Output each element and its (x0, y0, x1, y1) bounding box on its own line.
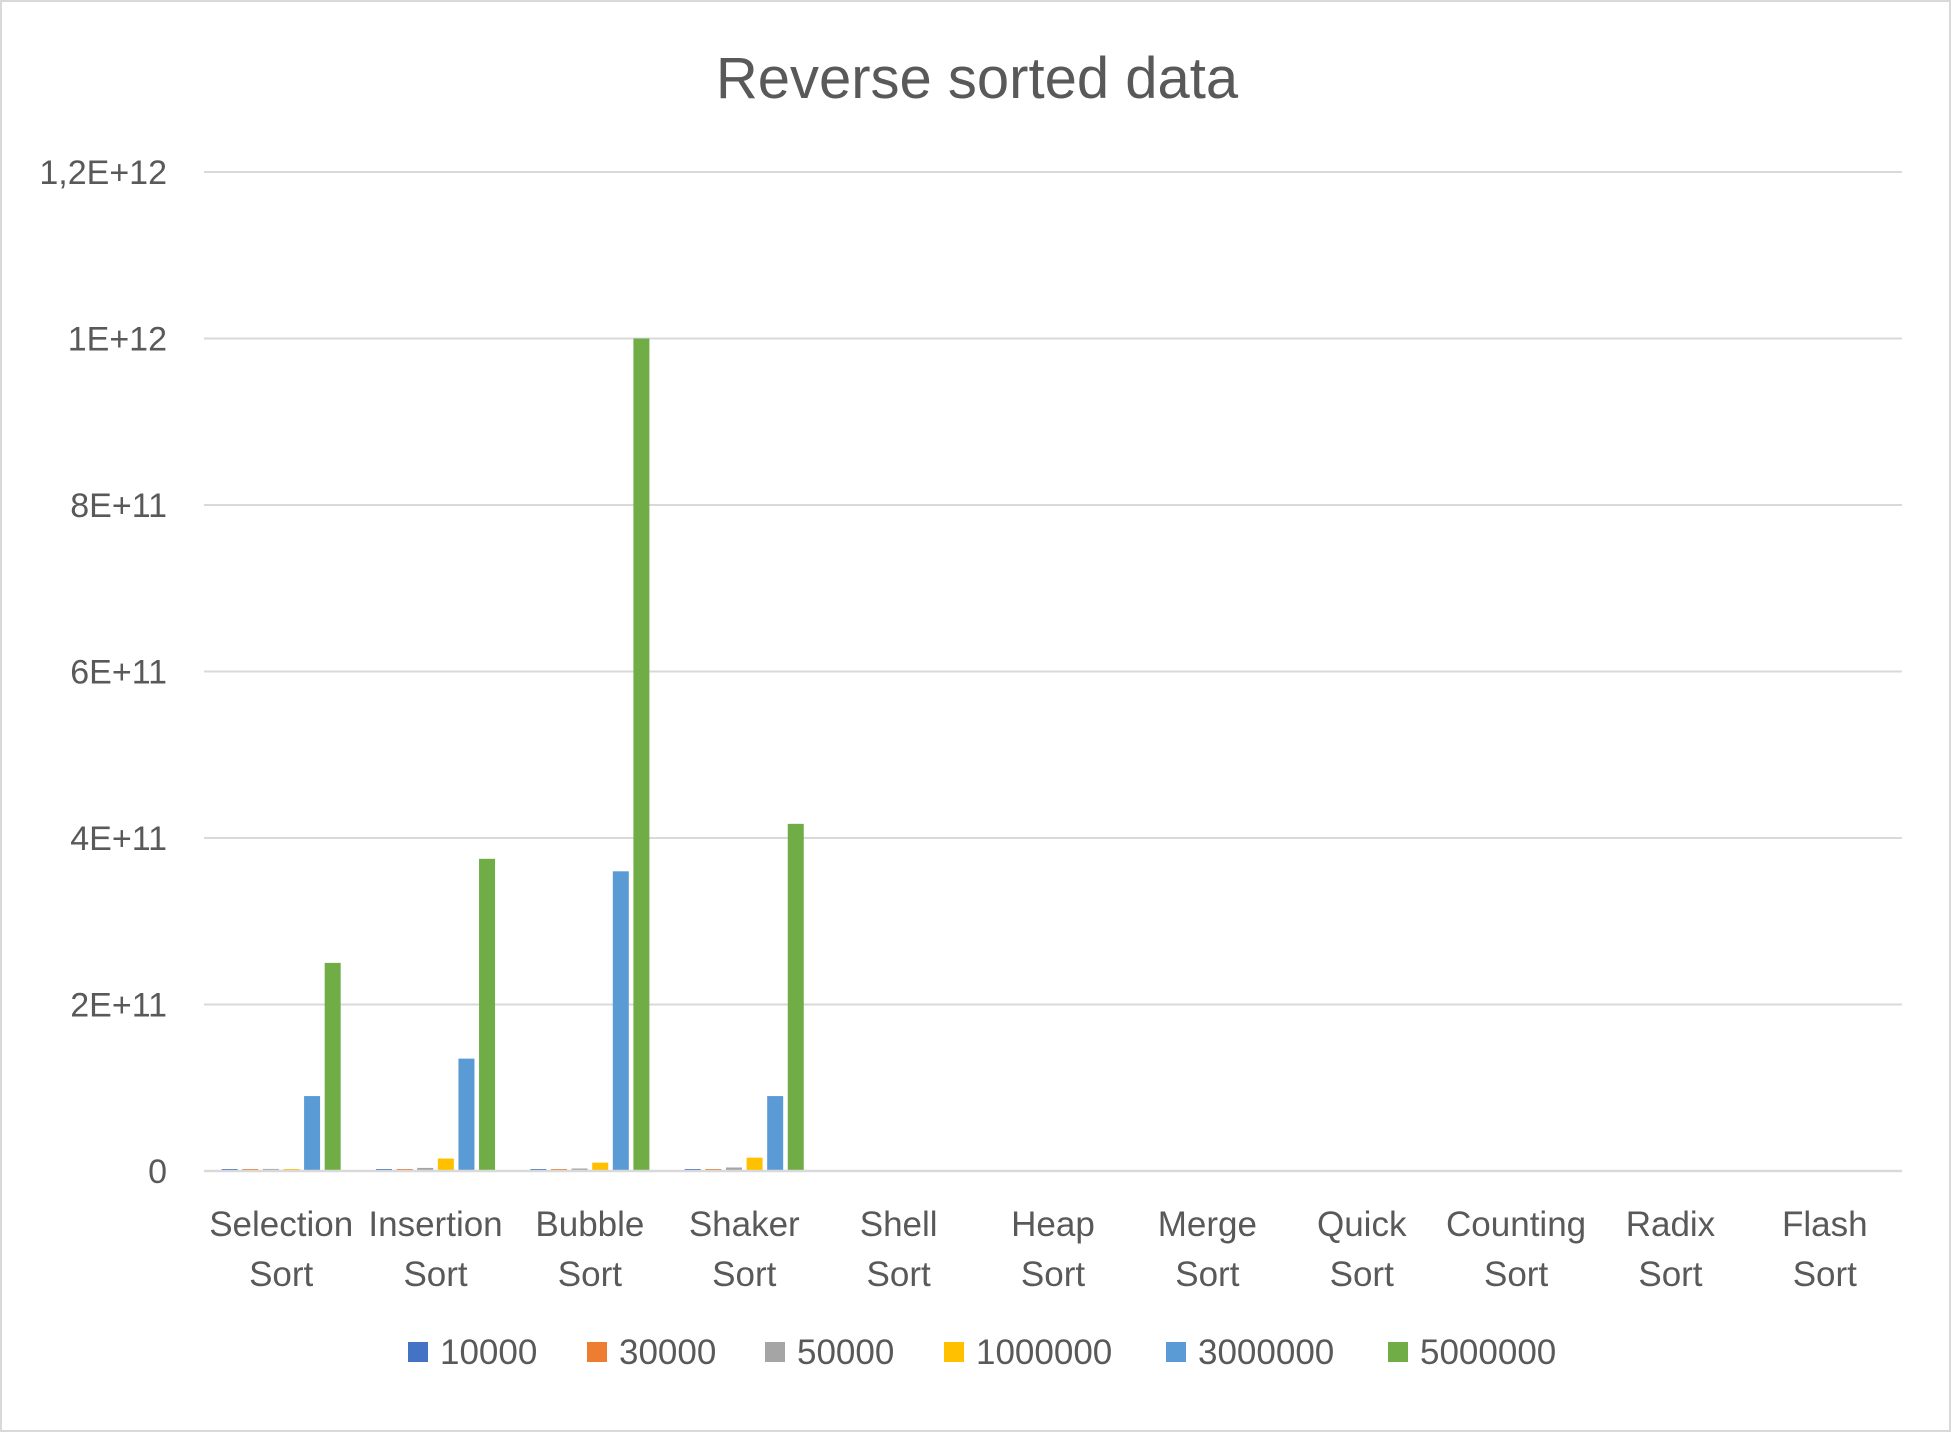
legend-label: 10000 (440, 1333, 537, 1372)
legend-label: 1000000 (976, 1333, 1112, 1372)
bar (767, 1096, 784, 1171)
chart-title: Reverse sorted data (716, 46, 1239, 111)
x-tick-label: Quick Sort (1317, 1205, 1407, 1294)
bar (479, 858, 496, 1171)
legend-swatch (1388, 1342, 1408, 1362)
axes: 0 2E+11 4E+11 6E+11 8E+11 1E+12 1,2E+12 Selecti… (39, 154, 1902, 1294)
y-tick-label: 1E+12 (68, 321, 167, 359)
legend-label: 30000 (619, 1333, 716, 1372)
bar (725, 1167, 742, 1171)
legend-swatch (765, 1342, 785, 1362)
legend-swatch (1166, 1342, 1186, 1362)
bar (417, 1167, 434, 1171)
y-tick-label: 4E+11 (70, 820, 167, 858)
legend-swatch (408, 1342, 428, 1362)
y-tick-label: 8E+11 (70, 487, 167, 525)
legend-label: 5000000 (1420, 1333, 1556, 1372)
bar (633, 338, 650, 1171)
x-tick-label: Bubble Sort (535, 1205, 644, 1294)
x-tick-label: Radix Sort (1626, 1205, 1716, 1294)
x-tick-label: Merge Sort (1158, 1205, 1257, 1294)
y-tick-label: 2E+11 (70, 987, 167, 1025)
x-tick-label: Heap Sort (1011, 1205, 1095, 1294)
x-tick-label: Shaker Sort (689, 1205, 800, 1294)
bar (437, 1158, 454, 1171)
bar (458, 1058, 475, 1171)
x-tick-label: Shell Sort (860, 1205, 938, 1294)
gridlines (204, 171, 1902, 1006)
bar (612, 871, 629, 1171)
legend: 10000 30000 50000 1000000 3000000 5000000 (408, 1333, 1556, 1372)
y-tick-label: 1,2E+12 (39, 154, 167, 192)
legend-label: 3000000 (1198, 1333, 1334, 1372)
x-tick-label: Counting Sort (1446, 1205, 1586, 1294)
y-tick-label: 6E+11 (70, 654, 167, 692)
legend-swatch (587, 1342, 607, 1362)
x-tick-label: Insertion Sort (368, 1205, 502, 1294)
bar (592, 1162, 609, 1171)
bar (787, 823, 804, 1171)
legend-label: 50000 (797, 1333, 894, 1372)
bar (324, 962, 341, 1171)
bar (304, 1096, 321, 1171)
x-tick-label: Flash Sort (1782, 1205, 1868, 1294)
bars (221, 338, 804, 1171)
legend-swatch (944, 1342, 964, 1362)
bar (746, 1157, 763, 1171)
y-tick-label: 0 (148, 1153, 167, 1191)
x-tick-label: Selection Sort (209, 1205, 353, 1294)
